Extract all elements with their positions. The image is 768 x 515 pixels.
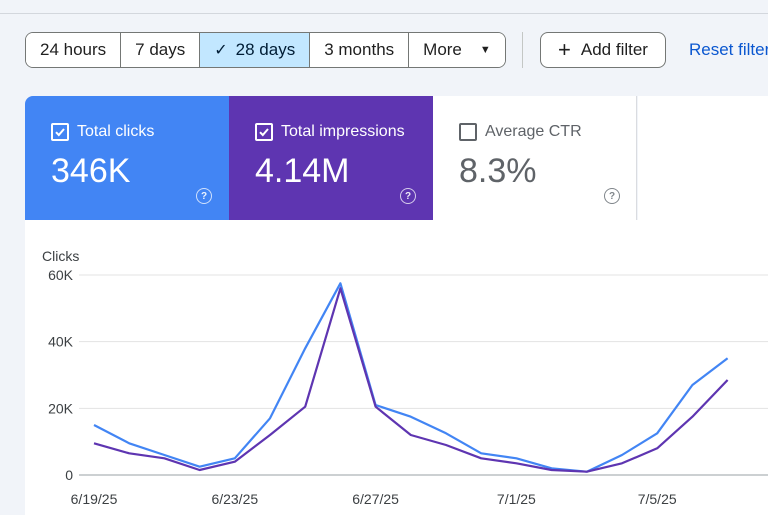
date-range-selector: 24 hours 7 days ✓ 28 days 3 months More … (25, 32, 506, 68)
performance-chart: Clicks 0 20K 40K 60K 6/19/25 6/23/25 6/27/25 7/1… (25, 220, 768, 515)
range-more-dropdown[interactable]: More ▼ (409, 33, 505, 67)
range-label: 7 days (135, 40, 186, 59)
x-tick-label: 7/1/25 (497, 491, 536, 507)
range-28-days-button[interactable]: ✓ 28 days (200, 33, 311, 67)
metric-card-total-clicks[interactable]: Total clicks 346K ? (25, 96, 229, 220)
y-tick-label: 0 (65, 467, 73, 483)
metric-value: 4.14M (255, 152, 350, 190)
range-label: More (423, 40, 462, 59)
range-3-months-button[interactable]: 3 months (310, 33, 410, 67)
y-tick-label: 20K (48, 400, 74, 416)
x-tick-label: 6/19/25 (71, 491, 118, 507)
add-filter-label: Add filter (580, 40, 648, 59)
plus-icon: + (558, 37, 571, 62)
metric-label: Average CTR (485, 123, 582, 140)
metric-value: 8.3% (459, 152, 537, 190)
metric-header: Average CTR (459, 123, 582, 141)
caret-down-icon: ▼ (479, 44, 491, 56)
checkbox-unchecked-icon[interactable] (459, 123, 477, 141)
x-tick-label: 6/23/25 (211, 491, 258, 507)
top-divider (0, 13, 768, 14)
checkbox-checked-icon[interactable] (255, 123, 273, 141)
range-label: 3 months (324, 40, 395, 59)
check-icon: ✓ (214, 42, 228, 59)
y-tick-label: 40K (48, 334, 74, 350)
metric-card-total-impressions[interactable]: Total impressions 4.14M ? (229, 96, 433, 220)
metric-label: Total impressions (281, 123, 405, 140)
metric-header: Total clicks (51, 123, 154, 141)
impressions-series-line (93, 287, 729, 473)
add-filter-button[interactable]: + Add filter (540, 32, 666, 68)
range-label: 24 hours (40, 40, 107, 59)
metric-label: Total clicks (77, 123, 155, 140)
help-icon[interactable]: ? (604, 188, 620, 204)
reset-filter-link[interactable]: Reset filter (689, 40, 768, 59)
toolbar-divider (522, 32, 523, 68)
x-tick-label: 6/27/25 (352, 491, 399, 507)
y-axis-label: Clicks (42, 248, 79, 264)
checkbox-checked-icon[interactable] (51, 123, 69, 141)
metric-row-filler (638, 96, 768, 220)
metric-header: Total impressions (255, 123, 405, 141)
help-icon[interactable]: ? (196, 188, 212, 204)
metric-value: 346K (51, 152, 131, 190)
chart-svg: Clicks 0 20K 40K 60K 6/19/25 6/23/25 6/27/25 7/1… (42, 248, 768, 507)
range-label: 28 days (235, 40, 296, 59)
metric-card-average-ctr[interactable]: Average CTR 8.3% ? (433, 96, 637, 220)
range-24-hours-button[interactable]: 24 hours (26, 33, 122, 67)
y-tick-label: 60K (48, 267, 74, 283)
x-tick-label: 7/5/25 (638, 491, 677, 507)
clicks-series-line (93, 282, 729, 473)
help-icon[interactable]: ? (400, 188, 416, 204)
range-7-days-button[interactable]: 7 days (121, 33, 201, 67)
